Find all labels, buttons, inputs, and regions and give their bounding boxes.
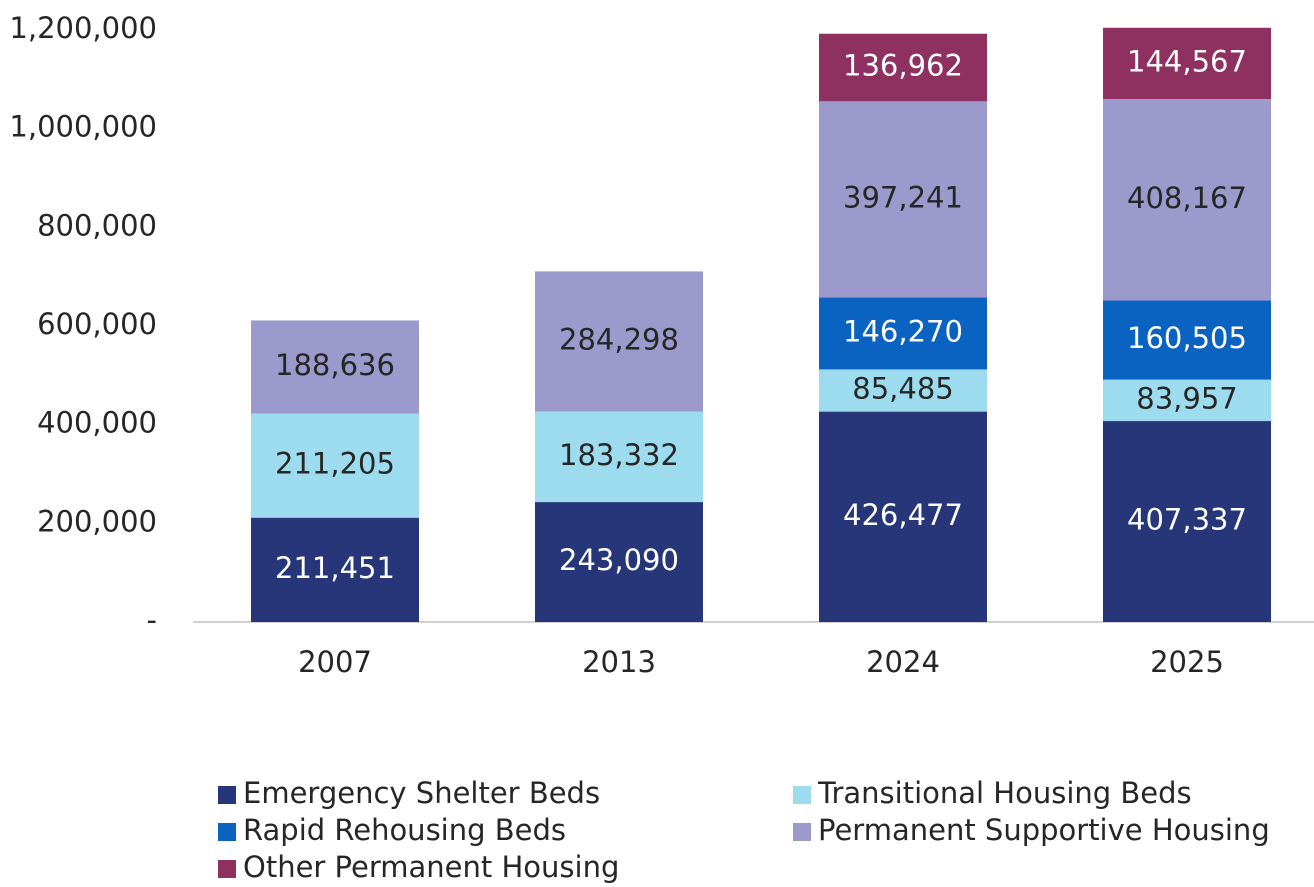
x-tick-label: 2025 bbox=[1150, 645, 1224, 679]
x-tick-label: 2024 bbox=[866, 645, 940, 679]
value-label: 83,957 bbox=[1136, 381, 1237, 415]
bar-segment bbox=[1103, 300, 1271, 380]
y-tick-label: - bbox=[147, 603, 157, 637]
legend-swatch bbox=[218, 860, 236, 878]
value-label: 407,337 bbox=[1127, 503, 1247, 537]
x-tick-label: 2007 bbox=[298, 645, 372, 679]
bar-segment bbox=[1103, 421, 1271, 622]
value-label: 183,332 bbox=[559, 438, 679, 472]
bar-segment bbox=[251, 413, 419, 518]
value-label: 188,636 bbox=[275, 348, 395, 382]
value-label: 426,477 bbox=[843, 498, 963, 532]
y-tick-label: 1,000,000 bbox=[9, 110, 157, 144]
y-tick-label: 800,000 bbox=[37, 208, 157, 242]
value-label: 243,090 bbox=[559, 543, 679, 577]
x-tick-label: 2013 bbox=[582, 645, 656, 679]
value-label: 211,205 bbox=[275, 447, 395, 481]
bar-segment bbox=[819, 411, 987, 622]
legend-swatch bbox=[218, 786, 236, 804]
value-label: 284,298 bbox=[559, 323, 679, 357]
legend-label: Rapid Rehousing Beds bbox=[243, 813, 566, 847]
y-tick-label: 600,000 bbox=[37, 307, 157, 341]
value-label: 144,567 bbox=[1127, 44, 1247, 78]
value-label: 136,962 bbox=[843, 49, 963, 83]
bar-segment bbox=[535, 271, 703, 412]
y-tick-label: 200,000 bbox=[37, 504, 157, 538]
bar-segment bbox=[251, 517, 419, 622]
bar-segment bbox=[1103, 99, 1271, 301]
bar-segment bbox=[819, 369, 987, 412]
legend-swatch bbox=[793, 823, 811, 841]
bar-segment bbox=[819, 33, 987, 102]
bar-segment bbox=[819, 101, 987, 298]
legend-label: Permanent Supportive Housing bbox=[818, 813, 1270, 847]
bar-segment bbox=[535, 502, 703, 622]
value-label: 146,270 bbox=[843, 314, 963, 348]
legend-swatch bbox=[793, 786, 811, 804]
legend-swatch bbox=[218, 823, 236, 841]
legend-label: Transitional Housing Beds bbox=[817, 776, 1192, 810]
bar-segment bbox=[1103, 379, 1271, 422]
value-label: 397,241 bbox=[843, 180, 963, 214]
value-label: 85,485 bbox=[852, 372, 953, 406]
bar-segment bbox=[819, 297, 987, 370]
bar-segment bbox=[1103, 27, 1271, 100]
value-label: 211,451 bbox=[275, 551, 395, 585]
legend-label: Emergency Shelter Beds bbox=[243, 776, 600, 810]
bar-segment bbox=[251, 320, 419, 414]
bar-segment bbox=[535, 411, 703, 503]
y-tick-label: 400,000 bbox=[37, 406, 157, 440]
value-label: 160,505 bbox=[1127, 321, 1247, 355]
value-label: 408,167 bbox=[1127, 181, 1247, 215]
legend-label: Other Permanent Housing bbox=[243, 850, 619, 884]
y-tick-label: 1,200,000 bbox=[9, 11, 157, 45]
